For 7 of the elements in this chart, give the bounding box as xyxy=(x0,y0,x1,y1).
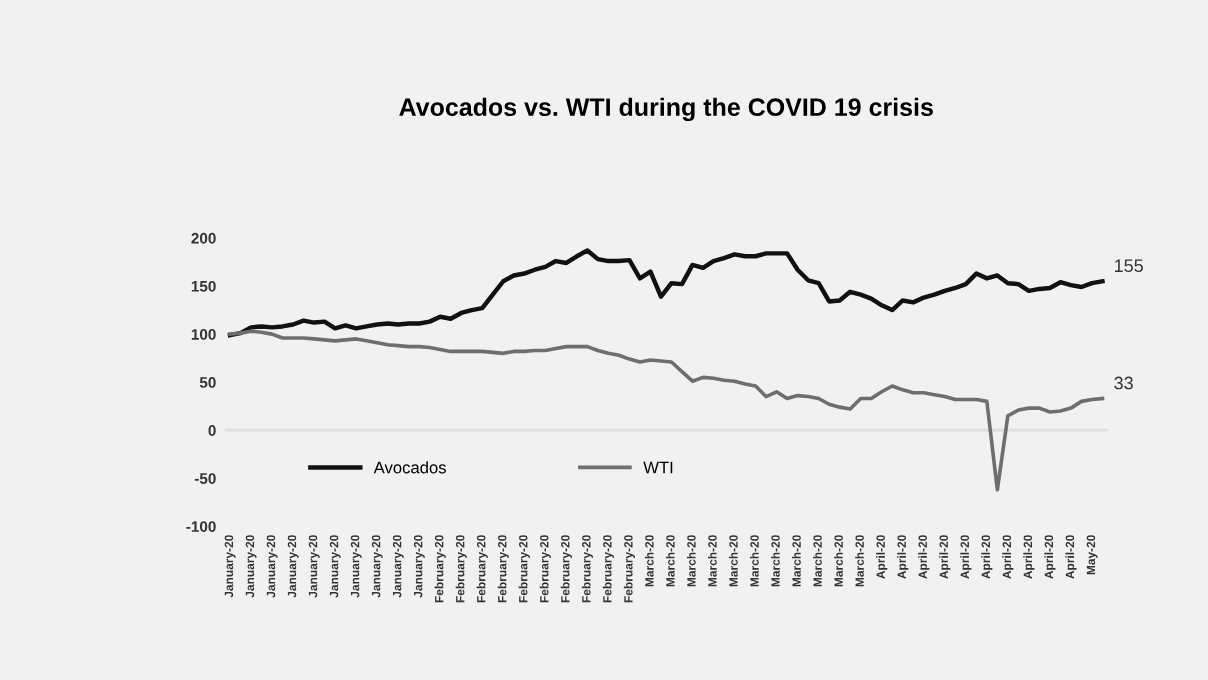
data-label: 155 xyxy=(1114,259,1143,273)
legend-label: Avocados xyxy=(373,461,446,474)
line-series xyxy=(228,329,1105,492)
chart-title: Avocados vs. WTI during the COVID 19 crisis xyxy=(399,97,933,122)
data-label: 33 xyxy=(1114,376,1133,390)
line-series xyxy=(227,248,1105,338)
legend-label: WTI xyxy=(643,461,673,474)
